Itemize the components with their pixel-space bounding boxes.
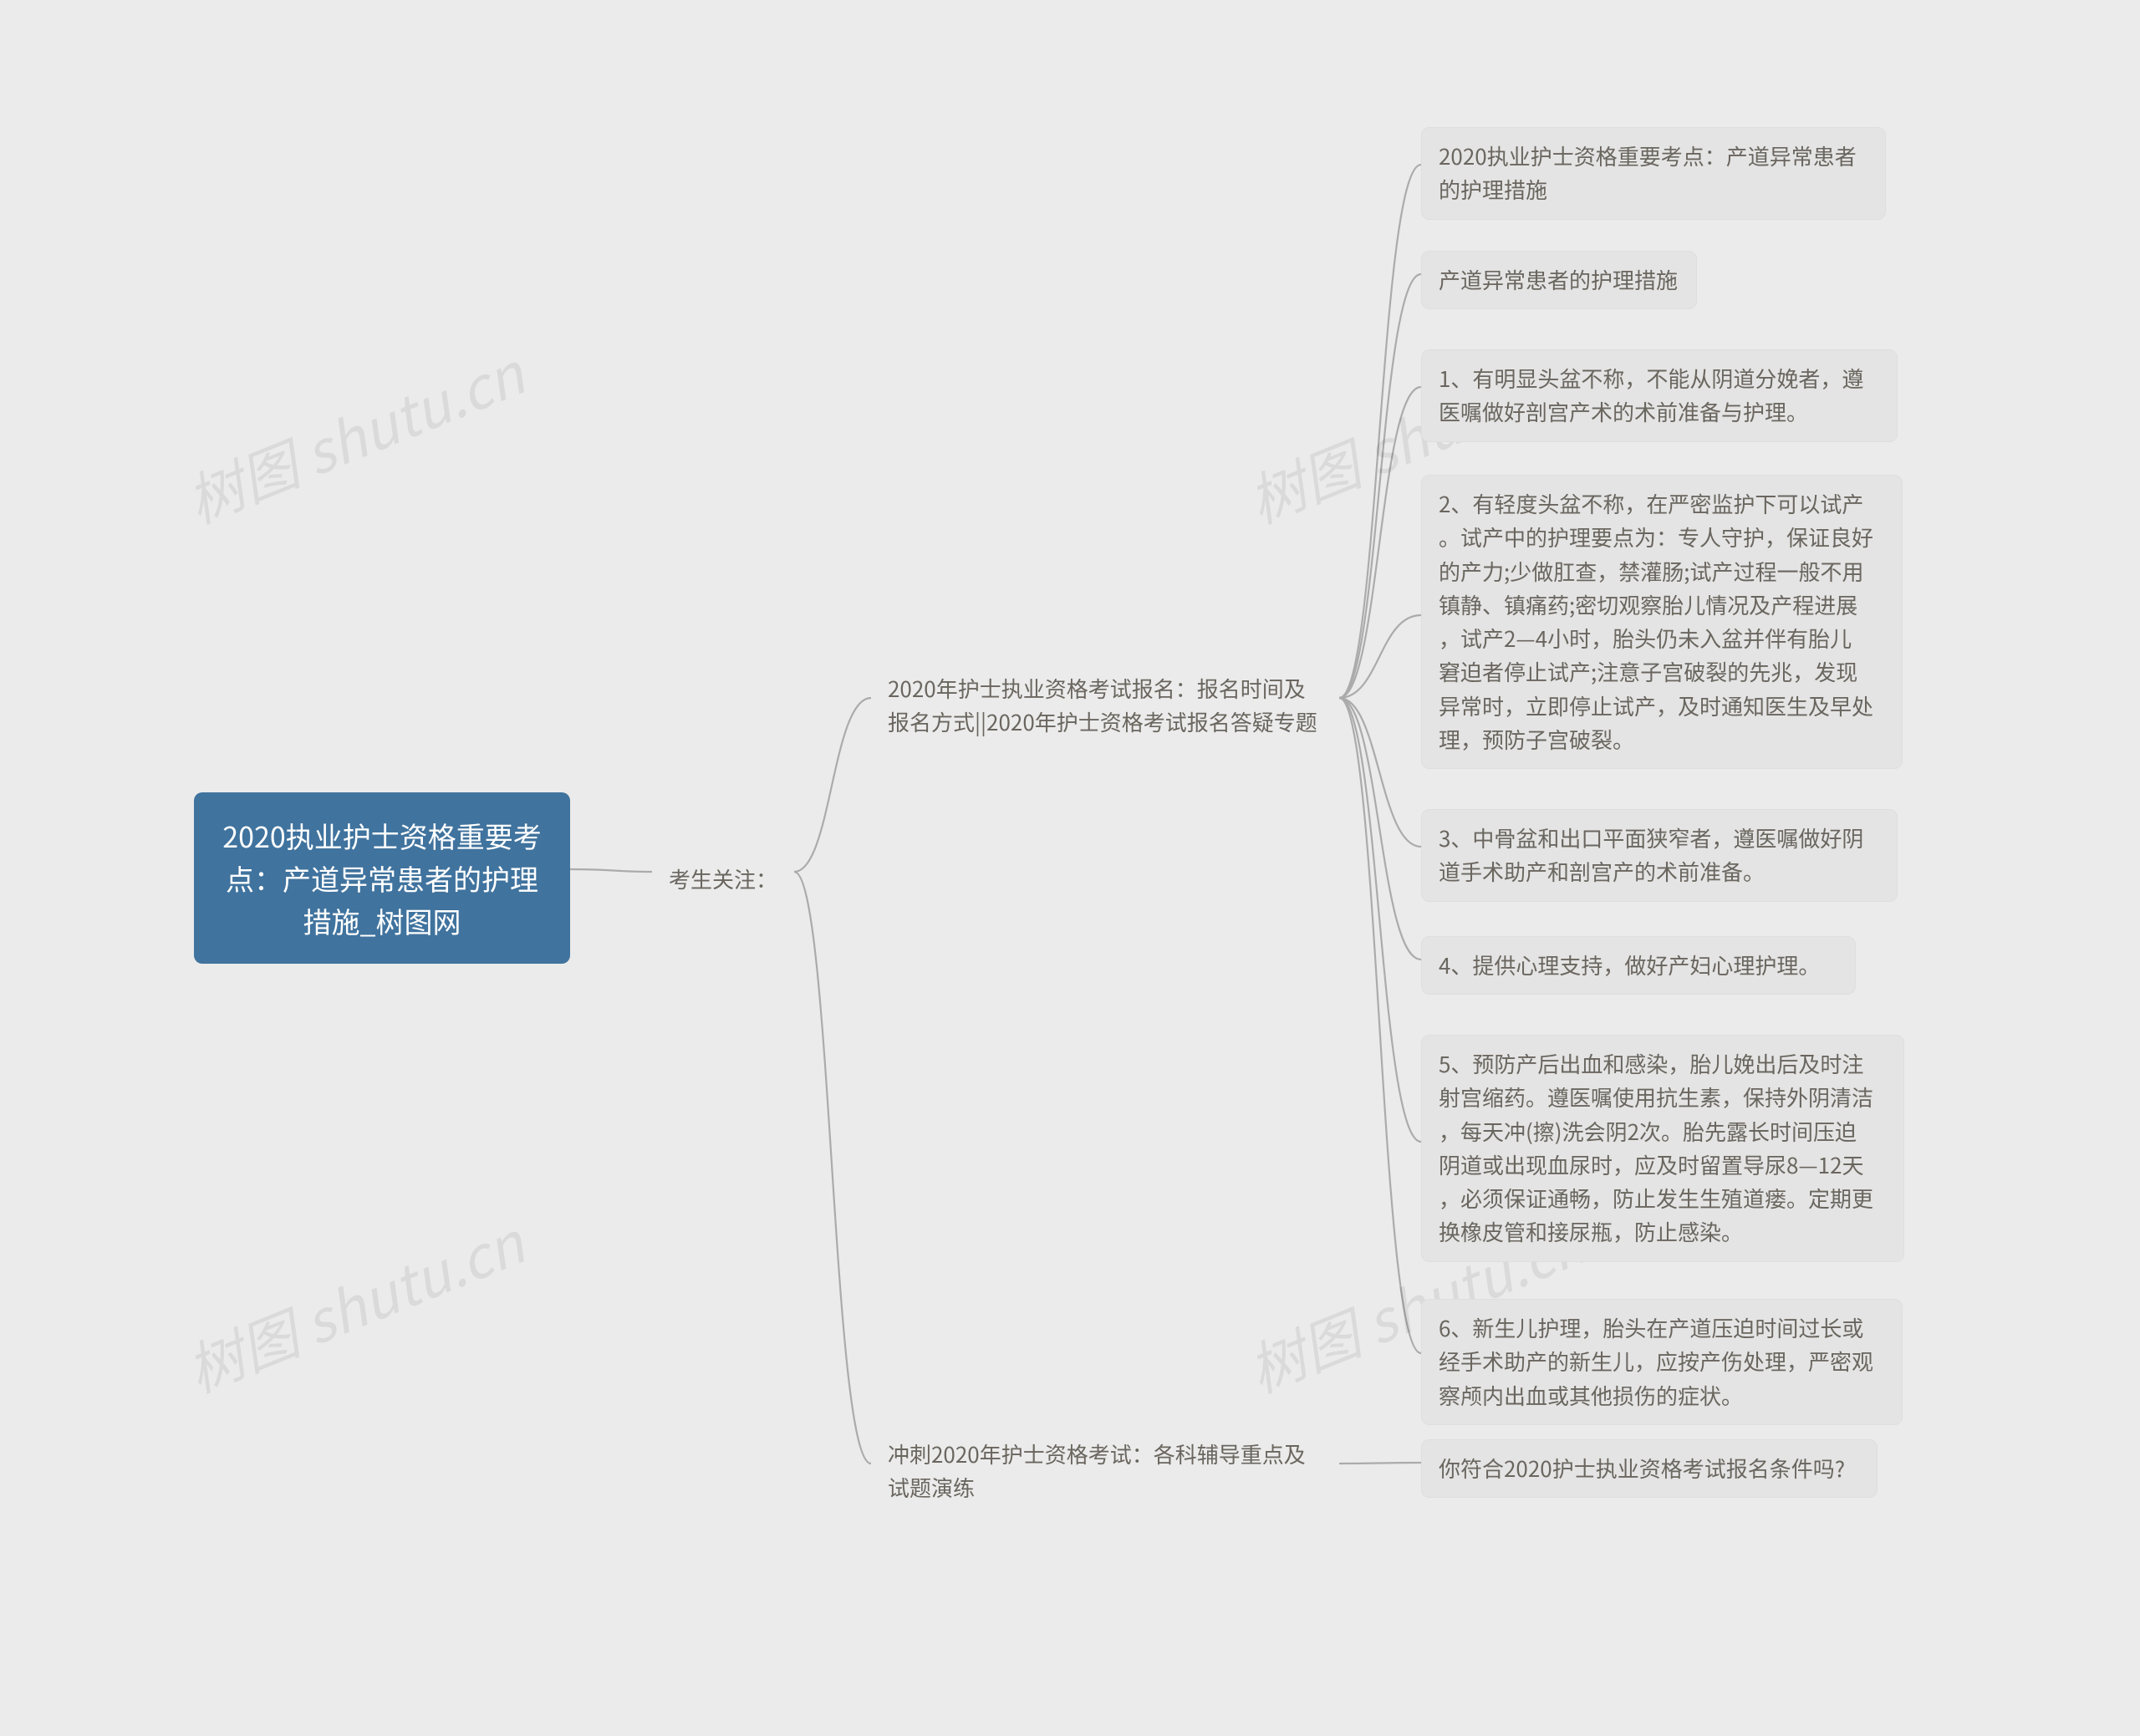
node-text: 2020年护士执业资格考试报名：报名时间及报名方式||2020年护士资格考试报名… (888, 673, 1317, 737)
level1-node[interactable]: 考生关注： (652, 851, 794, 908)
level2-node-b2[interactable]: 冲刺2020年护士资格考试：各科辅导重点及试题演练 (871, 1426, 1339, 1517)
leaf-node-c7[interactable]: 5、预防产后出血和感染，胎儿娩出后及时注射宫缩药。遵医嘱使用抗生素，保持外阴清洁… (1421, 1035, 1904, 1262)
connector (794, 698, 871, 872)
leaf-node-c5[interactable]: 3、中骨盆和出口平面狭窄者，遵医嘱做好阴道手术助产和剖宫产的术前准备。 (1421, 809, 1898, 902)
connector (1339, 698, 1421, 847)
connector (1339, 615, 1421, 698)
node-text: 6、新生儿护理，胎头在产道压迫时间过长或经手术助产的新生儿，应按产伤处理，严密观… (1439, 1312, 1873, 1411)
leaf-node-c8[interactable]: 6、新生儿护理，胎头在产道压迫时间过长或经手术助产的新生儿，应按产伤处理，严密观… (1421, 1299, 1903, 1425)
node-text: 你符合2020护士执业资格考试报名条件吗? (1439, 1453, 1845, 1484)
leaf-node-c2[interactable]: 产道异常患者的护理措施 (1421, 251, 1697, 309)
connector (570, 869, 652, 872)
level2-node-b1[interactable]: 2020年护士执业资格考试报名：报名时间及报名方式||2020年护士资格考试报名… (871, 660, 1339, 751)
node-text: 5、预防产后出血和感染，胎儿娩出后及时注射宫缩药。遵医嘱使用抗生素，保持外阴清洁… (1439, 1048, 1873, 1247)
connector (1339, 1463, 1421, 1464)
connector (794, 872, 871, 1464)
node-text: 2020执业护士资格重要考点：产道异常患者的护理措施 (1439, 140, 1857, 205)
connector (1339, 387, 1421, 698)
node-text: 1、有明显头盆不称，不能从阴道分娩者，遵医嘱做好剖宫产术的术前准备与护理。 (1439, 363, 1863, 427)
node-text: 2、有轻度头盆不称，在严密监护下可以试产。试产中的护理要点为：专人守护，保证良好… (1439, 488, 1873, 755)
level1-text: 考生关注： (669, 863, 777, 894)
connector (1339, 274, 1421, 698)
mindmap-canvas: 树图 shutu.cn 树图 shutu.cn 树图 shutu.cn 树图 s… (0, 0, 2140, 1736)
watermark: 树图 shutu.cn (173, 1199, 535, 1409)
leaf-node-d1[interactable]: 你符合2020护士执业资格考试报名条件吗? (1421, 1439, 1878, 1498)
node-text: 3、中骨盆和出口平面狭窄者，遵医嘱做好阴道手术助产和剖宫产的术前准备。 (1439, 822, 1863, 887)
leaf-node-c1[interactable]: 2020执业护士资格重要考点：产道异常患者的护理措施 (1421, 127, 1886, 220)
node-text: 4、提供心理支持，做好产妇心理护理。 (1439, 949, 1820, 980)
leaf-node-c6[interactable]: 4、提供心理支持，做好产妇心理护理。 (1421, 936, 1856, 995)
connector (1339, 165, 1421, 698)
root-node[interactable]: 2020执业护士资格重要考点：产道异常患者的护理措施_树图网 (194, 792, 570, 964)
connector (1339, 698, 1421, 1353)
connector (1339, 698, 1421, 1142)
leaf-node-c3[interactable]: 1、有明显头盆不称，不能从阴道分娩者，遵医嘱做好剖宫产术的术前准备与护理。 (1421, 349, 1898, 442)
node-text: 冲刺2020年护士资格考试：各科辅导重点及试题演练 (888, 1438, 1306, 1503)
leaf-node-c4[interactable]: 2、有轻度头盆不称，在严密监护下可以试产。试产中的护理要点为：专人守护，保证良好… (1421, 475, 1903, 769)
connector (1339, 698, 1421, 960)
watermark: 树图 shutu.cn (173, 329, 535, 540)
root-text: 2020执业护士资格重要考点：产道异常患者的护理措施_树图网 (222, 815, 541, 941)
node-text: 产道异常患者的护理措施 (1439, 264, 1678, 295)
